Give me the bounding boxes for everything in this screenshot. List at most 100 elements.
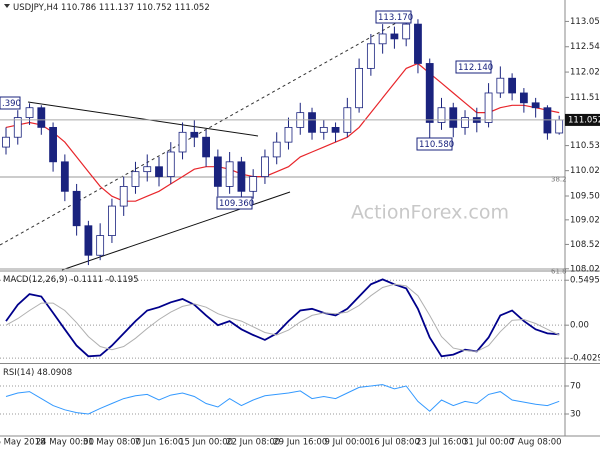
trend-line	[27, 101, 259, 137]
x-tick-label: 29 Jun 16:00	[273, 438, 327, 448]
candle-body	[49, 126, 57, 163]
current-price-label: 111.052	[568, 115, 600, 125]
x-tick-label: 9 Jul 00:00	[325, 438, 371, 448]
annotation-box	[455, 60, 492, 74]
candle-body	[25, 107, 34, 118]
candle-body	[178, 131, 187, 153]
candle-body	[155, 166, 163, 177]
indicator-line	[5, 384, 560, 415]
title-part: 110.786	[61, 3, 96, 13]
x-tick-label: 31 May 08:00	[83, 438, 141, 448]
title-part: RSI(14)	[3, 368, 34, 378]
x-tick-label: 23 Jul 16:00	[416, 438, 467, 448]
x-tick-label: 16 Jul 08:00	[369, 438, 420, 448]
candle-body	[166, 151, 175, 177]
x-tick-label: 15 Jun 00:00	[179, 438, 233, 448]
candle-body	[425, 63, 434, 123]
candle-body	[555, 119, 564, 134]
annotation: 112.140	[458, 63, 493, 73]
indicator-line	[5, 278, 560, 358]
y-tick-label: 30	[570, 410, 581, 420]
candle-body	[390, 33, 399, 40]
candle-body	[272, 141, 281, 158]
candle-body	[261, 156, 269, 177]
candle-body	[378, 33, 387, 45]
candle-body	[202, 136, 210, 158]
panel-title: MACD(12,26,9) -0.1111 -0.1195	[3, 275, 139, 285]
x-tick-label: 31 Jul 00:00	[463, 438, 514, 448]
candle-body	[331, 126, 340, 133]
annotation-box	[375, 10, 412, 24]
candle-body	[225, 161, 234, 187]
y-tick-label: 0.00	[570, 321, 589, 331]
y-tick-label: 108.025	[570, 264, 600, 274]
annotation: 61.8	[551, 268, 567, 276]
candle-body	[449, 107, 458, 128]
candle-body	[190, 131, 199, 138]
title-part: 111.052	[175, 3, 210, 13]
y-tick-label: 109.505	[570, 191, 600, 201]
candle-body	[72, 190, 81, 227]
y-tick-label: 0.5495	[570, 276, 600, 286]
candle-body	[531, 102, 540, 109]
candle-body	[519, 92, 528, 104]
chart-title: USDJPY,H4 110.786 111.137 110.752 111.05…	[13, 3, 210, 13]
annotation-box	[216, 196, 253, 210]
x-tick-label: 7 Jun 16:00	[135, 438, 184, 448]
candle-body	[414, 23, 422, 64]
candle-body	[131, 171, 140, 187]
y-tick-label: 112.025	[570, 68, 600, 78]
title-part: -0.1195	[106, 275, 139, 285]
panel-title: RSI(14) 48.0908	[3, 368, 72, 378]
y-tick-label: 109.020	[570, 215, 600, 225]
candle-body	[484, 92, 493, 123]
title-part: -0.1111	[70, 275, 103, 285]
annotation: 110.580	[419, 140, 454, 150]
annotation: 113.170	[378, 13, 413, 23]
candle-body	[119, 186, 128, 207]
y-tick-label: 112.540	[570, 42, 600, 52]
x-tick-label: 7 Aug 08:00	[510, 438, 562, 448]
annotation: 38.2	[551, 176, 567, 184]
title-part: 110.752	[137, 3, 172, 13]
x-tick-label: 22 Jun 08:00	[226, 438, 280, 448]
y-tick-label: 70	[570, 382, 581, 392]
channel-line	[0, 17, 406, 246]
candle-body	[461, 117, 469, 128]
candle-body	[60, 161, 69, 192]
candle-body	[213, 156, 222, 187]
candle-body	[143, 166, 152, 173]
y-tick-label: 108.520	[570, 240, 600, 250]
annotation: 109.360	[219, 199, 254, 209]
candle-body	[237, 161, 246, 192]
y-tick-label: 111.510	[570, 93, 600, 103]
candle-body	[308, 112, 316, 133]
candle-body	[366, 43, 375, 69]
candle-body	[319, 126, 328, 133]
y-tick-label: -0.4029	[570, 354, 600, 364]
candle-body	[402, 23, 411, 40]
candle-body	[508, 77, 517, 94]
candle-body	[355, 67, 364, 109]
title-part: 111.137	[99, 3, 134, 13]
x-tick-label: 24 May 00:00	[36, 438, 94, 448]
candle-body	[284, 126, 293, 143]
indicator-line	[5, 283, 560, 352]
current-price-box	[565, 113, 600, 126]
y-tick-label: 110.020	[570, 166, 600, 176]
candle-body	[2, 136, 10, 148]
y-tick-label: 110.530	[570, 141, 600, 151]
candle-body	[13, 117, 22, 138]
candle-body	[84, 225, 93, 256]
title-part: MACD(12,26,9)	[3, 275, 68, 285]
annotation: .390	[2, 99, 21, 109]
candle-body	[437, 107, 446, 123]
candle-body	[249, 176, 258, 192]
moving-average	[5, 62, 560, 202]
watermark: ActionForex.com	[351, 202, 509, 224]
annotation-box	[416, 137, 453, 151]
candle-body	[37, 107, 46, 128]
candle-body	[496, 77, 505, 94]
x-tick-label: 16 May 2018	[0, 438, 45, 448]
